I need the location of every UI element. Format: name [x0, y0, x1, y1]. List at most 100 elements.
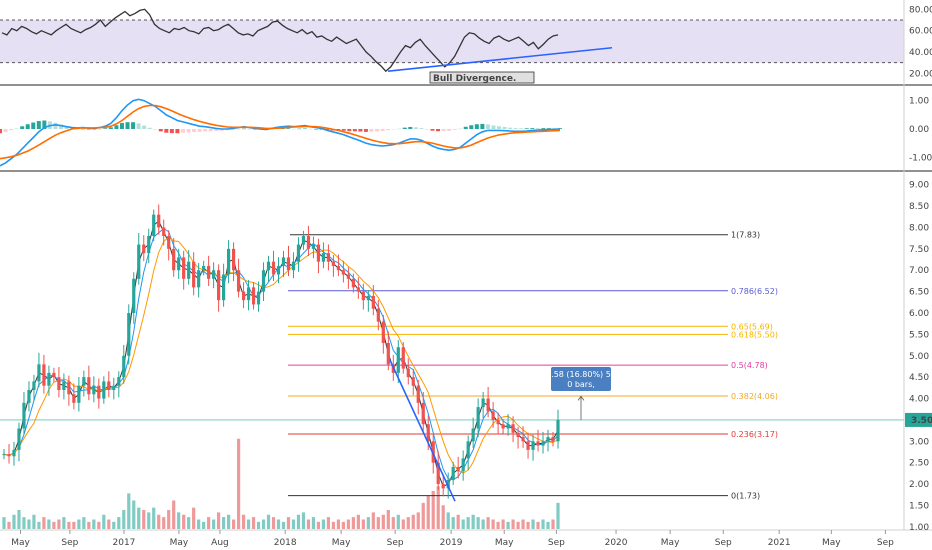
candle-body — [137, 244, 141, 279]
macd-histogram-bar — [408, 126, 413, 129]
rsi-tick-label: 20.00 — [909, 69, 932, 79]
candle-body — [276, 265, 281, 275]
volume-bar — [331, 521, 336, 529]
volume-bar — [122, 510, 126, 529]
candle-body — [37, 364, 41, 382]
price-tick-label: 4.00 — [909, 395, 929, 405]
ma-fast-line — [3, 220, 559, 487]
candle-body — [117, 377, 121, 386]
volume-bar — [506, 521, 510, 529]
volume-bar — [391, 517, 395, 529]
candle-body — [311, 244, 316, 249]
macd-histogram-bar — [186, 129, 191, 133]
volume-bar — [541, 519, 545, 529]
macd-histogram-bar — [297, 128, 302, 130]
volume-bar — [87, 521, 91, 529]
volume-bar — [67, 521, 71, 529]
volume-bar — [416, 512, 420, 529]
candle-body — [351, 278, 355, 288]
measure-box — [551, 367, 611, 391]
macd-histogram-bar — [458, 128, 463, 130]
volume-bar — [436, 486, 440, 529]
fib-level-label: 0.618(5.50) — [731, 330, 778, 339]
volume-bar — [52, 521, 56, 529]
macd-histogram-bar — [430, 129, 435, 131]
candle-body — [52, 372, 56, 378]
measure-arrow — [577, 395, 585, 401]
candle-body — [256, 291, 261, 305]
fib-level-label: 0.236(3.17) — [731, 430, 778, 439]
volume-bar — [346, 519, 350, 529]
fib-level-label: 0.382(4.06) — [731, 392, 778, 401]
volume-bar — [321, 519, 326, 529]
macd-histogram-bar — [386, 129, 391, 131]
candle-body — [142, 244, 146, 254]
volume-bar — [336, 519, 341, 529]
macd-signal-line — [0, 104, 561, 160]
candle-body — [441, 484, 445, 489]
candle-body — [47, 372, 51, 386]
candle-body — [107, 381, 111, 390]
candle-body — [371, 295, 375, 309]
time-tick-label: 2021 — [768, 538, 791, 548]
candle-body — [366, 295, 370, 301]
volume-bar — [501, 519, 505, 529]
macd-histogram-bar — [447, 129, 452, 131]
macd-histogram-bar — [153, 129, 158, 130]
price-tick-label: 9.00 — [909, 181, 929, 191]
candle-body — [486, 398, 490, 412]
macd-histogram-bar — [86, 129, 91, 130]
volume-bar — [47, 519, 51, 529]
macd-histogram-bar — [142, 125, 147, 129]
candle-body — [226, 248, 231, 275]
volume-bar — [491, 519, 495, 529]
macd-histogram-bar — [480, 123, 485, 129]
price-trendline — [389, 359, 456, 502]
macd-histogram-bar — [169, 129, 174, 134]
volume-bar — [212, 519, 216, 529]
last-price-label: 3.50 — [911, 416, 932, 426]
macd-tick-label: 0.00 — [909, 125, 929, 135]
candle-body — [281, 257, 286, 266]
volume-bar — [142, 510, 146, 529]
candle-body — [266, 261, 271, 271]
volume-bar — [471, 514, 475, 529]
macd-histogram-bar — [452, 129, 457, 130]
candle-body — [446, 479, 450, 489]
candle-body — [496, 419, 500, 425]
macd-histogram-bar — [92, 129, 97, 130]
time-tick-label: 2020 — [605, 538, 628, 548]
volume-bar — [276, 519, 281, 529]
candle-body — [17, 428, 21, 450]
macd-histogram-bar — [352, 129, 357, 132]
macd-histogram-bar — [413, 127, 418, 129]
macd-histogram-bar — [402, 127, 407, 129]
price-tick-label: 2.50 — [909, 459, 929, 469]
macd-histogram-bar — [253, 129, 258, 130]
volume-bar — [62, 517, 66, 529]
divergence-label-box — [429, 71, 535, 84]
candle-body — [251, 287, 256, 305]
macd-histogram-bar — [441, 129, 446, 132]
macd-histogram-bar — [131, 122, 136, 129]
candle-body — [541, 441, 545, 446]
candle-body — [296, 244, 301, 262]
volume-bar — [551, 519, 555, 529]
volume-bar — [356, 514, 360, 529]
volume-bar — [221, 517, 226, 529]
macd-histogram-bar — [219, 129, 224, 131]
measure-text-1: 0.58 (16.80%) 58 — [546, 370, 616, 379]
candle-body — [361, 291, 365, 301]
volume-bar — [546, 521, 550, 529]
macd-histogram-bar — [119, 123, 124, 129]
volume-bar — [406, 517, 410, 529]
volume-bar — [27, 519, 31, 529]
volume-bar — [112, 521, 116, 529]
candle-body — [451, 466, 455, 480]
candle-body — [456, 466, 460, 472]
divergence-label: Bull Divergence. — [433, 74, 516, 84]
candle-body — [516, 432, 520, 438]
candle-body — [341, 270, 345, 275]
volume-bar — [531, 519, 535, 529]
